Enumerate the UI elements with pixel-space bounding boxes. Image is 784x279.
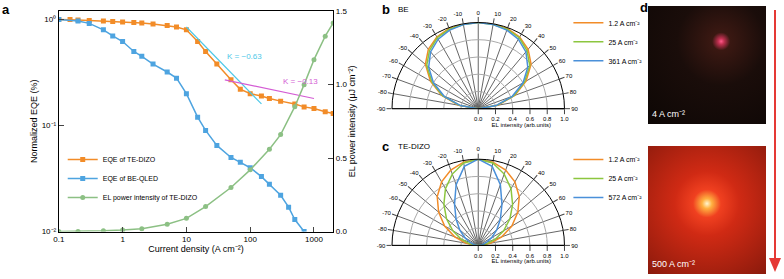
svg-text:-40: -40 — [410, 33, 419, 39]
svg-text:-30: -30 — [423, 23, 432, 29]
svg-text:25 A cm⁻²: 25 A cm⁻² — [608, 39, 638, 46]
svg-text:30: 30 — [525, 23, 532, 29]
svg-text:70: 70 — [566, 73, 573, 79]
svg-text:0.0: 0.0 — [336, 227, 348, 236]
svg-text:K = −0.13: K = −0.13 — [283, 77, 318, 86]
svg-text:90: 90 — [571, 242, 578, 248]
svg-text:EL power intensity of TE-DIZO: EL power intensity of TE-DIZO — [103, 194, 198, 202]
html-text:d: d — [640, 0, 648, 15]
svg-text:TE-DIZO: TE-DIZO — [398, 142, 430, 151]
svg-text:25 A cm⁻²: 25 A cm⁻² — [608, 175, 638, 182]
svg-text:40: 40 — [538, 33, 545, 39]
svg-text:30: 30 — [525, 160, 532, 166]
svg-text:1000: 1000 — [305, 235, 323, 244]
svg-text:50: 50 — [549, 181, 556, 187]
svg-text:0.5: 0.5 — [336, 154, 348, 163]
svg-text:80: 80 — [570, 89, 577, 95]
html-text:4 A cm⁻²: 4 A cm⁻² — [652, 109, 685, 119]
svg-text:0.2: 0.2 — [491, 116, 500, 122]
svg-text:-60: -60 — [389, 195, 398, 201]
svg-text:1.5: 1.5 — [336, 7, 348, 16]
svg-text:0.0: 0.0 — [474, 116, 483, 122]
svg-text:1.0: 1.0 — [560, 253, 569, 259]
svg-text:EL power intensity (μJ cm⁻²): EL power intensity (μJ cm⁻²) — [347, 65, 357, 177]
svg-text:1: 1 — [120, 235, 125, 244]
svg-text:0.8: 0.8 — [543, 116, 552, 122]
svg-text:0.2: 0.2 — [491, 253, 500, 259]
svg-text:1.0: 1.0 — [560, 116, 569, 122]
svg-text:20: 20 — [510, 16, 517, 22]
svg-text:0.1: 0.1 — [53, 235, 65, 244]
svg-text:-10: -10 — [453, 11, 462, 17]
svg-text:10⁰: 10⁰ — [44, 15, 56, 24]
html-text:500 A cm⁻²: 500 A cm⁻² — [652, 259, 695, 269]
svg-text:c: c — [382, 139, 389, 154]
svg-text:-20: -20 — [438, 16, 447, 22]
svg-text:90: 90 — [571, 106, 578, 112]
svg-text:EL intensity (arb.units): EL intensity (arb.units) — [492, 258, 551, 264]
svg-text:60: 60 — [559, 195, 566, 201]
svg-text:-50: -50 — [398, 45, 407, 51]
svg-text:60: 60 — [559, 58, 566, 64]
svg-text:Normalized EQE (%): Normalized EQE (%) — [29, 80, 39, 164]
svg-text:-10: -10 — [453, 148, 462, 154]
svg-text:-80: -80 — [378, 89, 387, 95]
svg-text:572 A cm⁻²: 572 A cm⁻² — [608, 194, 642, 201]
svg-text:100: 100 — [244, 235, 258, 244]
svg-text:b: b — [382, 2, 390, 17]
svg-text:-70: -70 — [382, 210, 391, 216]
svg-text:0: 0 — [477, 10, 481, 16]
svg-text:20: 20 — [510, 153, 517, 159]
svg-text:70: 70 — [566, 210, 573, 216]
svg-text:K = −0.63: K = −0.63 — [227, 52, 262, 61]
svg-text:-60: -60 — [389, 58, 398, 64]
svg-text:Current density (A cm⁻²): Current density (A cm⁻²) — [148, 244, 244, 254]
svg-text:-40: -40 — [410, 170, 419, 176]
svg-text:-80: -80 — [378, 226, 387, 232]
svg-text:10: 10 — [494, 148, 501, 154]
svg-text:10: 10 — [494, 11, 501, 17]
svg-text:0: 0 — [477, 146, 481, 152]
svg-text:-30: -30 — [423, 160, 432, 166]
svg-text:40: 40 — [538, 170, 545, 176]
svg-text:10: 10 — [182, 235, 191, 244]
svg-text:0.8: 0.8 — [543, 253, 552, 259]
svg-text:0.4: 0.4 — [509, 253, 518, 259]
svg-text:a: a — [2, 2, 10, 17]
svg-text:50: 50 — [549, 45, 556, 51]
svg-text:EL intensity (arb.units): EL intensity (arb.units) — [492, 122, 551, 128]
svg-text:10⁻²: 10⁻² — [42, 227, 57, 236]
svg-text:1.2 A cm⁻²: 1.2 A cm⁻² — [608, 20, 640, 27]
svg-text:-90: -90 — [377, 242, 386, 248]
svg-text:10⁻¹: 10⁻¹ — [42, 121, 57, 130]
svg-text:BE: BE — [398, 5, 409, 14]
svg-text:1.0: 1.0 — [336, 80, 348, 89]
svg-text:-70: -70 — [382, 73, 391, 79]
svg-text:-50: -50 — [398, 181, 407, 187]
svg-text:-20: -20 — [438, 153, 447, 159]
svg-text:0.0: 0.0 — [474, 253, 483, 259]
svg-text:EQE of TE-DIZO: EQE of TE-DIZO — [103, 156, 156, 164]
svg-text:361 A cm⁻²: 361 A cm⁻² — [608, 58, 642, 65]
svg-text:-90: -90 — [377, 106, 386, 112]
svg-text:80: 80 — [570, 226, 577, 232]
svg-text:EQE of BE-QLED: EQE of BE-QLED — [103, 175, 158, 183]
svg-text:0.4: 0.4 — [509, 116, 518, 122]
svg-text:0.6: 0.6 — [526, 253, 535, 259]
svg-text:1.2 A cm⁻²: 1.2 A cm⁻² — [608, 156, 640, 163]
svg-text:0.6: 0.6 — [526, 116, 535, 122]
